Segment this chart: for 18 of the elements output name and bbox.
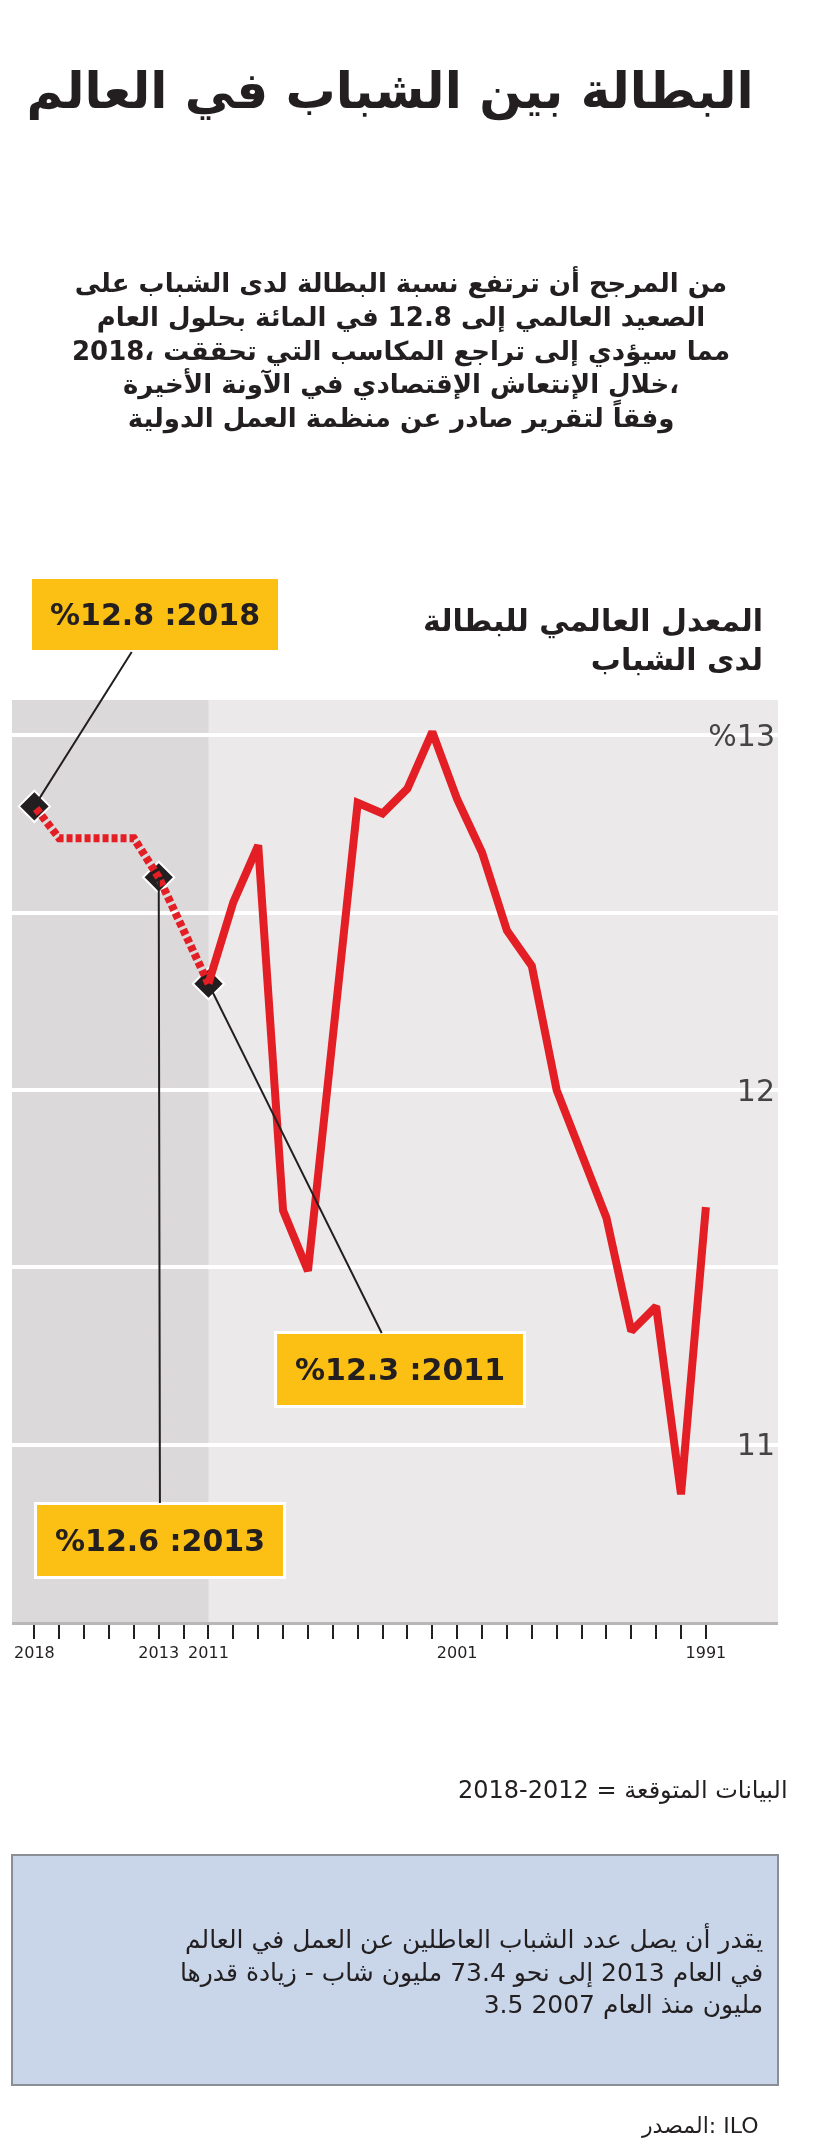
x-tick-label: 2001: [436, 1643, 478, 1663]
text: المصدر: ILO: [641, 2113, 759, 2138]
x-tick-label: 1991: [685, 1643, 727, 1663]
chart-title: البطالة بين الشباب في العالم: [26, 61, 754, 121]
y-tick-label: 11: [736, 1427, 775, 1463]
annotation: %12.3 :2011: [295, 1352, 506, 1387]
text: يقدر أن يصل عدد الشباب العاطلين عن العمل في العالم في العام 2013 إلى نحو 73.4 مليون شاب - زيادة قدرها 3.5 مليون منذ العام 2007: [180, 1922, 764, 2019]
annotation: %12.6 :2013: [55, 1523, 266, 1558]
point: [17, 789, 51, 823]
chart-subtitle: من المرجح أن ترتفع نسبة البطالة لدى الشباب على الصعيد العالمي إلى 12.8 في المائة بحلول العام 2018، مما سيؤدي إلى تراجع المكاسب التي تحققت خلال الإنتعاش الإقتصادي في الآونة الأخيرة، وفقاً لتقرير صادر عن منظمة العمل الدولية: [72, 266, 731, 435]
x-tick-label: 2013: [138, 1643, 180, 1663]
x-tick-label: 2011: [188, 1643, 229, 1663]
y-tick-label: 12: [736, 1072, 775, 1108]
y-tick-label: %13: [708, 717, 775, 753]
annotation: %12.8 :2018: [50, 597, 261, 632]
x-tick-label: 2018: [14, 1643, 55, 1663]
text: 2018-2012 = البيانات المتوقعة: [458, 1776, 788, 1804]
y-axis-title: المعدل العالمي للبطالة لدى الشباب: [423, 603, 764, 677]
